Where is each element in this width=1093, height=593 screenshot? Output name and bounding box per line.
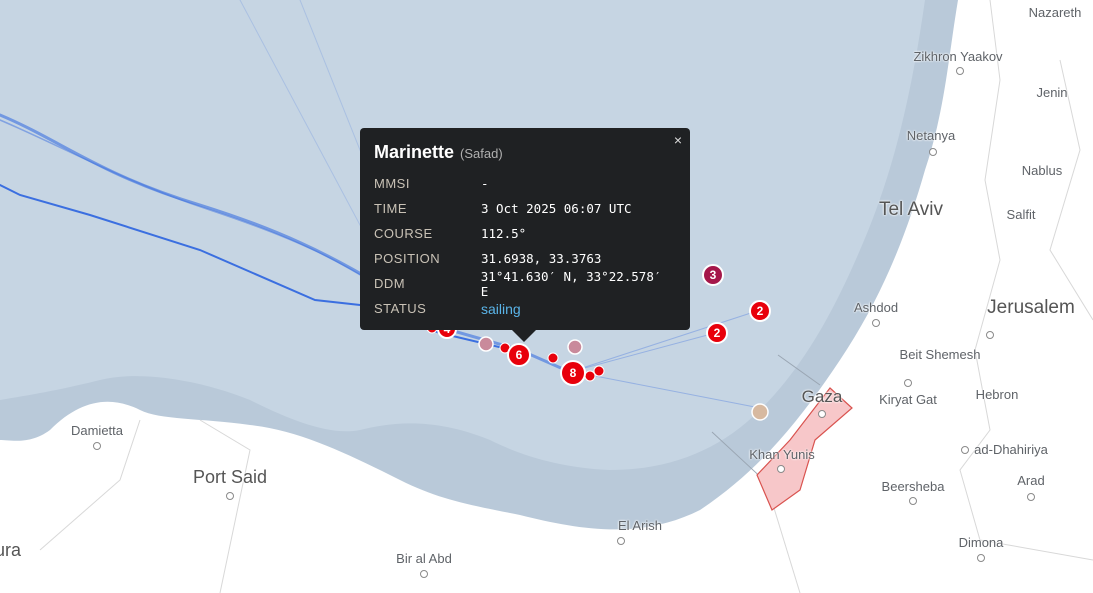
city-label: Netanya xyxy=(906,128,956,143)
city-label: Hebron xyxy=(975,387,1019,402)
status-value: sailing xyxy=(481,300,521,317)
close-icon[interactable]: × xyxy=(673,132,682,148)
city-label: Dimona xyxy=(958,535,1004,550)
city-dot xyxy=(956,67,964,75)
city-dot xyxy=(1027,493,1035,501)
field-value: - xyxy=(481,176,489,191)
vessel-popup: Marinette (Safad) × MMSI - TIME 3 Oct 2025 … xyxy=(360,128,690,342)
popup-row-mmsi: MMSI - xyxy=(374,171,676,196)
field-label: COURSE xyxy=(374,226,433,241)
field-value: 31.6938, 33.3763 xyxy=(481,251,602,266)
city-dot xyxy=(420,570,428,578)
city-dot xyxy=(617,537,625,545)
popup-header: Marinette (Safad) xyxy=(374,142,676,163)
popup-row-course: COURSE 112.5° xyxy=(374,221,676,246)
city-label: Port Said xyxy=(192,467,268,487)
city-dot xyxy=(909,497,917,505)
gaza-strip xyxy=(756,387,853,511)
field-label: MMSI xyxy=(374,176,410,191)
city-label: ad-Dhahiriya xyxy=(974,442,1048,457)
vessel-name: Marinette xyxy=(374,142,455,162)
city-label: Tel Aviv xyxy=(878,199,944,220)
cluster-marker[interactable]: 8 xyxy=(560,360,586,386)
city-label: Jenin xyxy=(1036,85,1068,100)
city-label: Beersheba xyxy=(881,479,945,494)
field-label: STATUS xyxy=(374,301,427,316)
city-label: Jerusalem xyxy=(987,297,1075,318)
city-label: Gaza xyxy=(801,387,843,406)
city-label: Nazareth xyxy=(1028,5,1082,20)
popup-row-time: TIME 3 Oct 2025 06:07 UTC xyxy=(374,196,676,221)
field-value: 31°41.630′ N, 33°22.578′ E xyxy=(480,268,662,299)
cluster-marker[interactable]: 6 xyxy=(507,343,531,367)
city-label: Khan Yunis xyxy=(749,447,815,462)
city-dot xyxy=(226,492,234,500)
cluster-marker[interactable]: 2 xyxy=(749,300,771,322)
field-label: TIME xyxy=(374,201,408,216)
vessel-flag: (Safad) xyxy=(460,146,503,161)
popup-row-position: POSITION 31.6938, 33.3763 xyxy=(374,246,676,271)
city-dot xyxy=(961,446,969,454)
city-label: Damietta xyxy=(70,423,124,438)
city-label: Beit Shemesh xyxy=(899,347,981,362)
city-dot xyxy=(977,554,985,562)
city-dot xyxy=(986,331,994,339)
cluster-marker[interactable]: 3 xyxy=(702,264,724,286)
city-label: ura xyxy=(0,540,22,560)
field-label: DDM xyxy=(374,276,406,291)
city-label: Nablus xyxy=(1021,163,1063,178)
city-label: Zikhron Yaakov xyxy=(913,49,1003,64)
city-dot xyxy=(818,410,826,418)
city-dot xyxy=(929,148,937,156)
cluster-marker[interactable]: 2 xyxy=(706,322,728,344)
city-label: Salfit xyxy=(1006,207,1036,222)
city-label: Arad xyxy=(1017,473,1045,488)
field-value: 3 Oct 2025 06:07 UTC xyxy=(481,201,632,216)
field-value: 112.5° xyxy=(481,226,527,241)
field-label: POSITION xyxy=(374,251,441,266)
city-dot xyxy=(904,379,912,387)
city-label: Ashdod xyxy=(853,300,899,315)
city-label: El Arish xyxy=(617,518,663,533)
city-label: Kiryat Gat xyxy=(879,392,937,407)
popup-row-status: STATUS sailing xyxy=(374,296,676,321)
city-dot xyxy=(93,442,101,450)
city-dot xyxy=(872,319,880,327)
popup-row-ddm: DDM 31°41.630′ N, 33°22.578′ E xyxy=(374,268,676,299)
city-label: Bir al Abd xyxy=(396,551,452,566)
city-dot xyxy=(777,465,785,473)
